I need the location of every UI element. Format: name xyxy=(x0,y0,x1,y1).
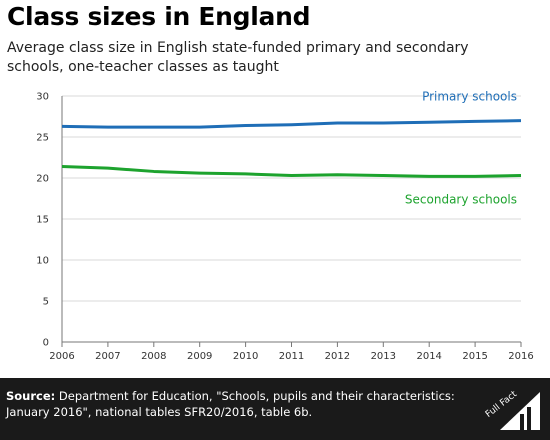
x-tick-label: 2016 xyxy=(508,351,533,362)
x-tick-label: 2008 xyxy=(141,351,166,362)
y-tick-label: 10 xyxy=(36,256,49,267)
line-chart: 0 5 10 15 20 25 30 2006 2007 2008 2009 2010 2011 201… xyxy=(36,90,534,362)
footer: Source: Department for Education, "Schoo… xyxy=(0,378,550,440)
x-tick-label: 2010 xyxy=(233,351,258,362)
y-tick-label: 0 xyxy=(43,338,49,349)
x-tick-label: 2009 xyxy=(187,351,212,362)
x-tick-label: 2013 xyxy=(371,351,396,362)
source-note: Source: Department for Education, "Schoo… xyxy=(6,388,476,420)
series-label: Primary schools xyxy=(422,90,517,104)
x-tick-label: 2015 xyxy=(462,351,487,362)
x-tick-label: 2006 xyxy=(49,351,74,362)
y-tick-label: 30 xyxy=(36,92,49,103)
series-line xyxy=(61,119,522,129)
y-tick-label: 25 xyxy=(36,133,49,144)
series-label: Secondary schools xyxy=(405,193,517,207)
y-tick-label: 15 xyxy=(36,215,49,226)
y-tick-label: 20 xyxy=(36,174,49,185)
y-axis-ticks: 0 5 10 15 20 25 30 xyxy=(36,92,49,349)
x-axis-ticks: 2006 2007 2008 2009 2010 2011 2012 2013 2014 2015… xyxy=(49,342,534,362)
gridlines xyxy=(61,95,521,343)
series-lines xyxy=(61,119,522,178)
chart-subtitle: Average class size in English state-fund… xyxy=(7,40,469,75)
chart-title: Class sizes in England xyxy=(7,2,311,31)
x-tick-label: 2014 xyxy=(416,351,441,362)
source-label: Source: xyxy=(6,389,56,403)
source-text: Department for Education, "Schools, pupi… xyxy=(6,389,455,419)
x-tick-label: 2012 xyxy=(325,351,350,362)
full-fact-logo-icon xyxy=(500,392,540,430)
series-line xyxy=(61,165,522,178)
series-labels: Primary schools Secondary schools xyxy=(405,90,517,207)
y-tick-label: 5 xyxy=(43,297,49,308)
x-tick-label: 2007 xyxy=(95,351,120,362)
x-tick-label: 2011 xyxy=(279,351,304,362)
